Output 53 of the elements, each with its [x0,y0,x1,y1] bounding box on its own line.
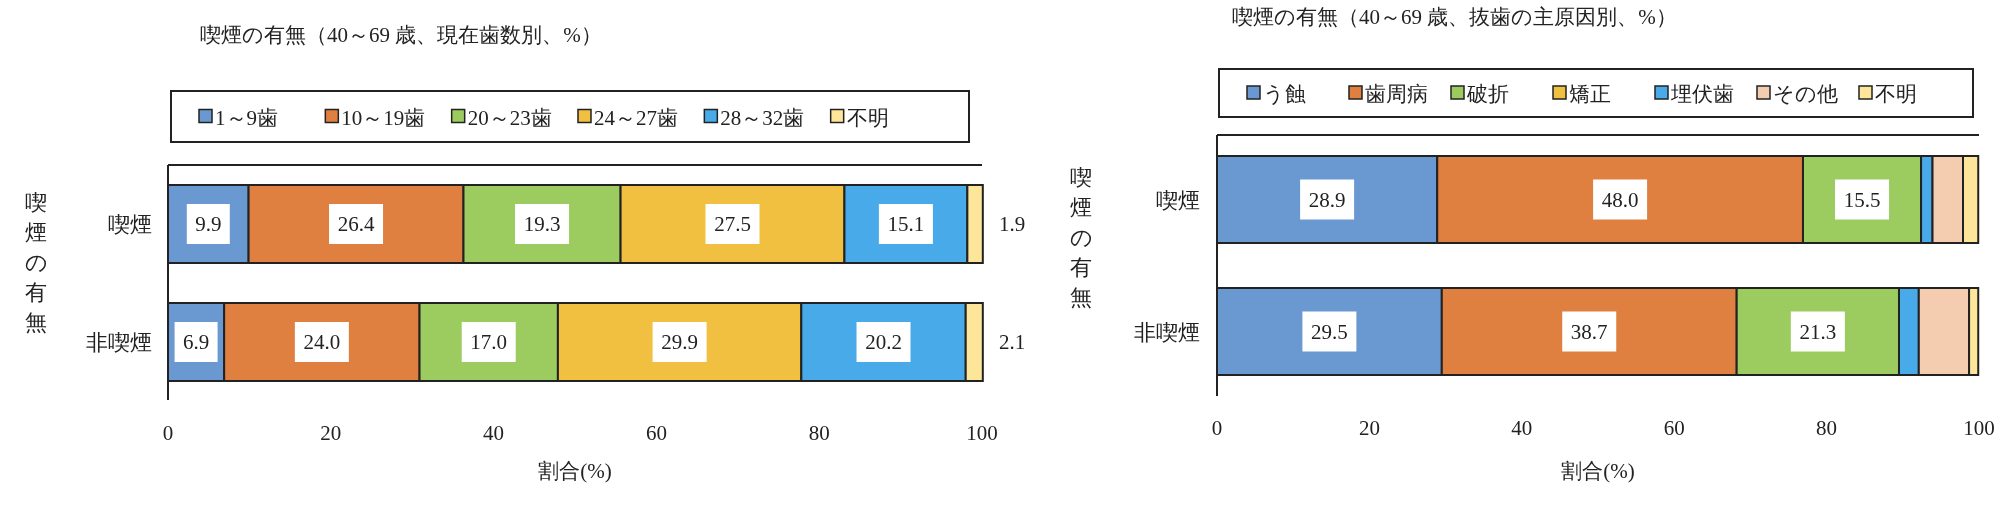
data-label: 15.5 [1843,187,1881,212]
data-label: 6.9 [182,330,210,354]
y-tick-label: 喫煙 [108,212,152,237]
legend-label: う蝕 [1263,82,1306,106]
x-axis-title: 割合(%) [538,459,612,483]
legend-label: 24～27歯 [594,105,678,130]
legend-label: 矯正 [1569,82,1611,106]
data-label: 19.3 [523,212,561,236]
data-label: 27.5 [714,212,751,236]
data-label: 26.4 [337,212,375,236]
x-tick-label: 100 [966,421,998,445]
legend-label: 破折 [1466,82,1509,106]
x-tick-label: 20 [320,421,342,445]
legend-label: 歯周病 [1365,82,1428,106]
data-label: 29.5 [1311,319,1348,344]
y-tick-label: 非喫煙 [1134,319,1200,345]
y-tick-label: 非喫煙 [86,330,152,355]
legend-label: 28～32歯 [720,105,805,130]
y-tick-label: 喫煙 [1156,187,1200,213]
data-label: 17.0 [470,330,508,354]
x-tick-label: 40 [483,421,505,445]
y-axis-title: 喫煙の有無 [24,190,48,335]
data-label: 1.9 [998,212,1026,236]
x-tick-label: 80 [808,421,830,445]
legend-label: 20～23歯 [467,105,552,130]
legend-label: 1～9歯 [215,105,278,130]
data-label: 29.9 [661,330,698,354]
legend-label: 埋伏歯 [1670,82,1734,106]
data-label: 15.1 [887,212,925,236]
data-label: 20.2 [865,330,902,354]
x-axis-title: 割合(%) [1561,459,1635,483]
x-tick-label: 100 [1963,416,1995,440]
y-axis-title: 喫煙の有無 [1069,165,1093,310]
data-label: 38.7 [1570,319,1608,344]
data-label: 24.0 [303,330,341,354]
x-tick-label: 20 [1358,416,1380,440]
data-label: 9.9 [195,212,222,236]
legend-label: 不明 [1875,82,1917,106]
x-tick-label: 80 [1816,416,1838,440]
data-label: 48.0 [1601,187,1639,212]
x-tick-label: 40 [1511,416,1533,440]
data-label: 21.3 [1799,319,1837,344]
data-label: 2.1 [998,330,1026,354]
legend-label: 10～19歯 [341,105,426,130]
x-tick-label: 0 [162,421,174,445]
x-tick-label: 0 [1211,416,1223,440]
legend-label: その他 [1773,82,1838,106]
x-tick-label: 60 [1663,416,1685,440]
x-tick-label: 60 [645,421,667,445]
legend-label: 不明 [846,105,889,130]
data-label: 28.9 [1308,187,1346,212]
chart-title: 喫煙の有無（40～69 歳、現在歯数別、%） [200,23,602,47]
chart-title: 喫煙の有無（40～69 歳、抜歯の主原因別、%） [1232,5,1677,29]
